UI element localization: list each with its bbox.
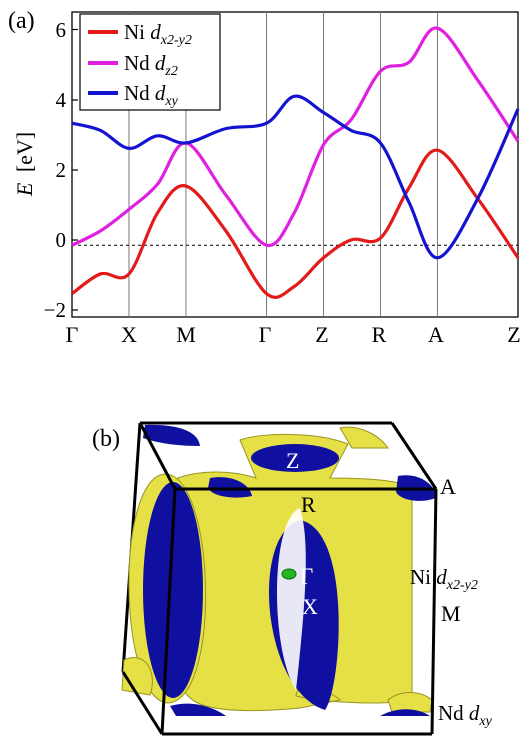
x-tick-label: Z: [315, 322, 328, 347]
bz-point-labels: Z R A Γ X M: [286, 448, 461, 626]
band-nd-dxy: [71, 94, 520, 260]
x-tick-label: Γ: [259, 322, 272, 347]
legend: Ni dx2-y2 Nd dz2 Nd dxy: [79, 13, 221, 111]
label-ni-dx2y2: Ni dx2-y2: [410, 565, 478, 593]
label-m: M: [441, 601, 461, 626]
y-tick-label: 6: [56, 18, 67, 42]
bands: [71, 26, 520, 299]
fermi-surface-panel: (b): [92, 421, 493, 736]
blue-lobe-left: [143, 482, 203, 698]
blue-corner-ml: [208, 477, 252, 498]
label-z: Z: [286, 448, 299, 473]
y-tick-label: 2: [56, 158, 67, 182]
label-r: R: [301, 492, 316, 517]
x-tick-label: X: [121, 322, 137, 347]
gamma-point-marker: [281, 568, 297, 580]
x-tick-label: A: [428, 322, 444, 347]
x-tick-label: M: [176, 322, 196, 347]
bz-box-front: [121, 422, 438, 736]
label-a: A: [440, 474, 456, 499]
blue-corner-bl: [170, 703, 226, 716]
central-pore: [276, 508, 306, 690]
y-axis-label: E [eV]: [12, 132, 37, 197]
y-tick-label: 0: [56, 228, 67, 252]
x-tick-label: Γ: [66, 322, 79, 347]
label-x: X: [302, 594, 318, 619]
x-tick-labels: Γ X M Γ Z R A Z: [66, 322, 521, 347]
band-ni-dx2y2: [71, 148, 520, 299]
panel-b-label: (b): [92, 426, 120, 452]
plot-frame: [71, 11, 519, 318]
y-axis-label-unit: [eV]: [12, 132, 37, 172]
y-tick-label: −2: [44, 298, 66, 322]
legend-entry-nd-dxy: Nd dxy: [124, 81, 179, 109]
band-nd-dz2: [71, 26, 520, 247]
band-structure-panel: (a) E [eV] 6 4 2 0 −2 Γ: [8, 8, 521, 347]
label-nd-dxy: Nd dxy: [438, 701, 493, 729]
blue-corner-tl: [143, 424, 200, 446]
panel-a-label: (a): [8, 8, 35, 34]
x-tick-label: R: [372, 322, 387, 347]
y-axis-label-var: E: [12, 182, 37, 197]
y-tick-label: 4: [56, 88, 67, 112]
legend-entry-ni-dx2y2: Ni dx2-y2: [124, 20, 192, 48]
blue-corner-br: [380, 709, 430, 716]
blue-lobe-top: [251, 444, 339, 472]
y-ticks: 6 4 2 0 −2: [44, 18, 78, 322]
blue-fermi-surface: [143, 424, 436, 716]
label-gamma: Γ: [300, 564, 313, 589]
x-tick-label: Z: [507, 322, 520, 347]
legend-entry-nd-dz2: Nd dz2: [124, 51, 178, 79]
